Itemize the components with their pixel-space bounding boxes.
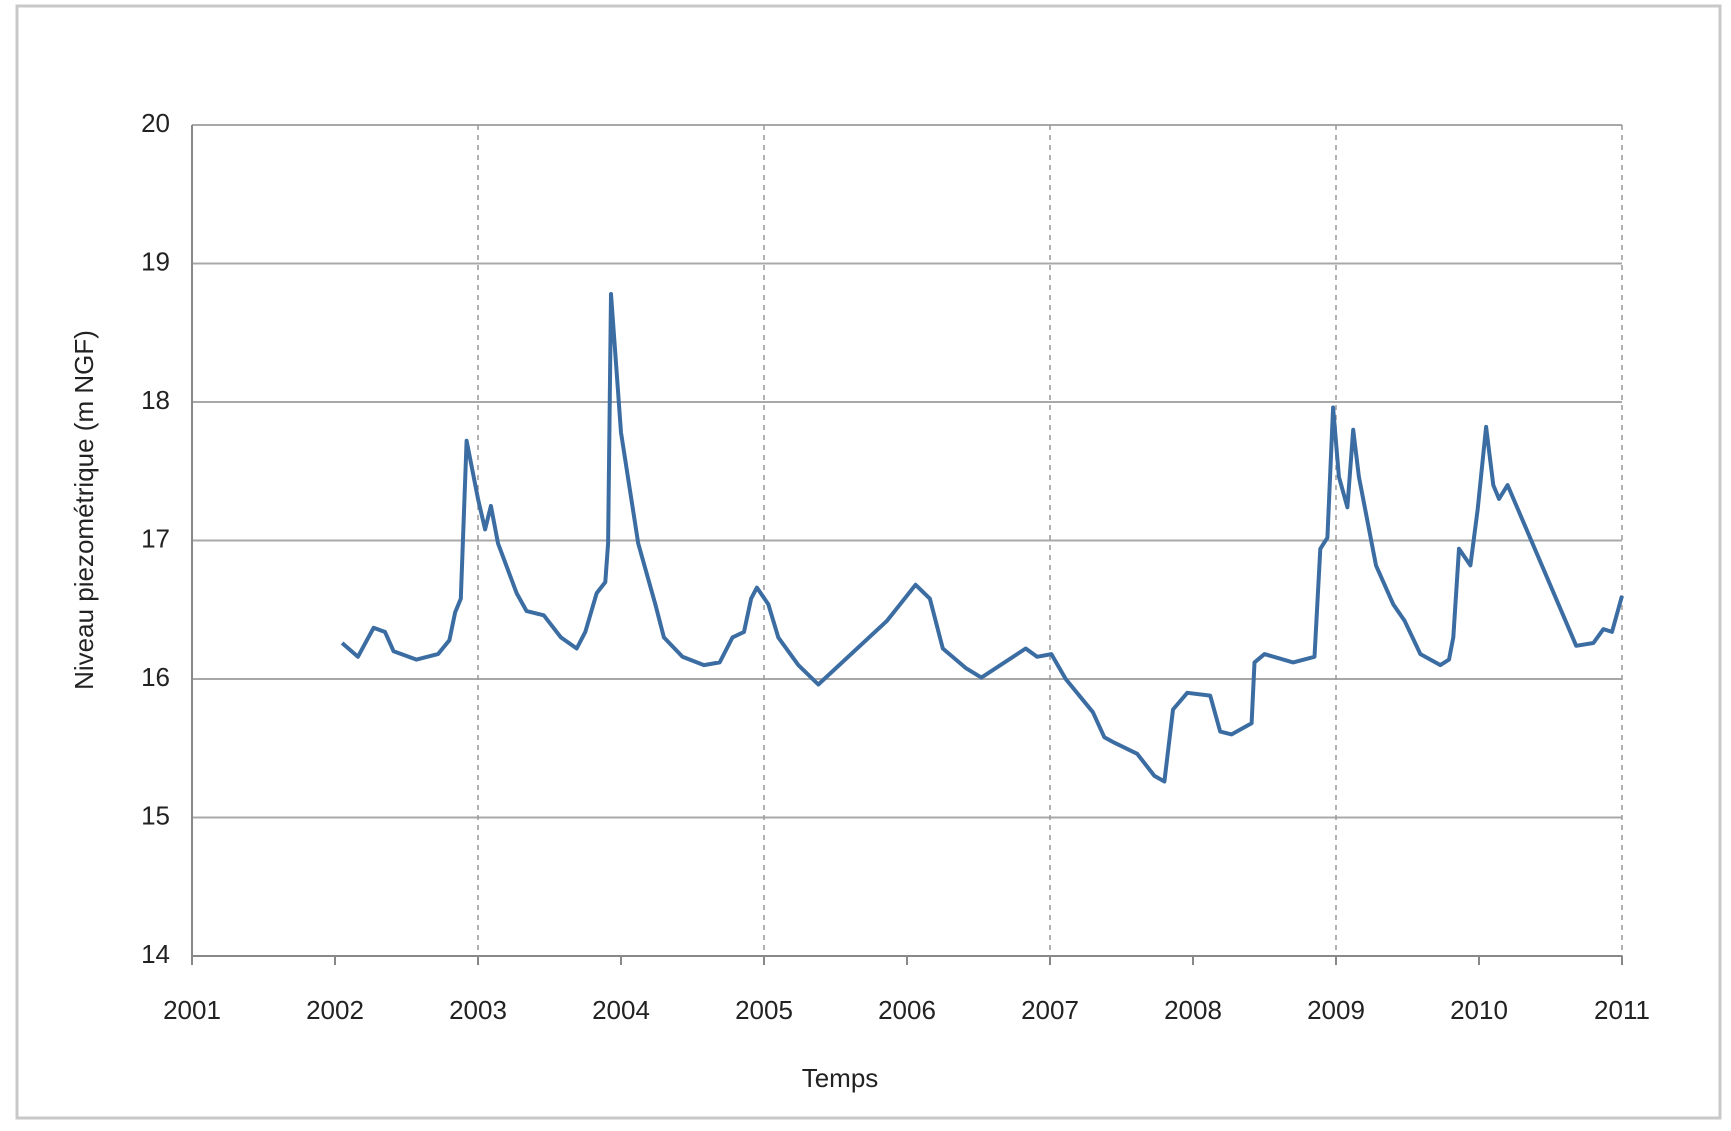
y-tick-label: 19 — [141, 246, 170, 276]
x-tick-label: 2001 — [163, 995, 221, 1025]
x-tick-label: 2007 — [1021, 995, 1079, 1025]
x-tick-label: 2002 — [306, 995, 364, 1025]
y-tick-label: 15 — [141, 800, 170, 830]
x-axis-label: Temps — [802, 1063, 879, 1093]
frame — [15, 4, 1722, 1120]
x-tick-label: 2009 — [1307, 995, 1365, 1025]
y-tick-label: 17 — [141, 523, 170, 553]
y-tick-label: 18 — [141, 385, 170, 415]
y-axis-label: Niveau piezométrique (m NGF) — [69, 330, 99, 690]
x-tick-label: 2011 — [1594, 995, 1650, 1025]
x-tick-label: 2003 — [449, 995, 507, 1025]
x-tick-label: 2010 — [1450, 995, 1508, 1025]
y-tick-label: 14 — [141, 939, 170, 969]
data-line — [340, 292, 1624, 784]
y-tick-label: 16 — [141, 662, 170, 692]
y-tick-label: 20 — [141, 108, 170, 138]
x-tick-label: 2004 — [592, 995, 650, 1025]
x-tick-label: 2008 — [1164, 995, 1222, 1025]
x-tick-label: 2005 — [735, 995, 793, 1025]
x-tick-label: 2006 — [878, 995, 936, 1025]
